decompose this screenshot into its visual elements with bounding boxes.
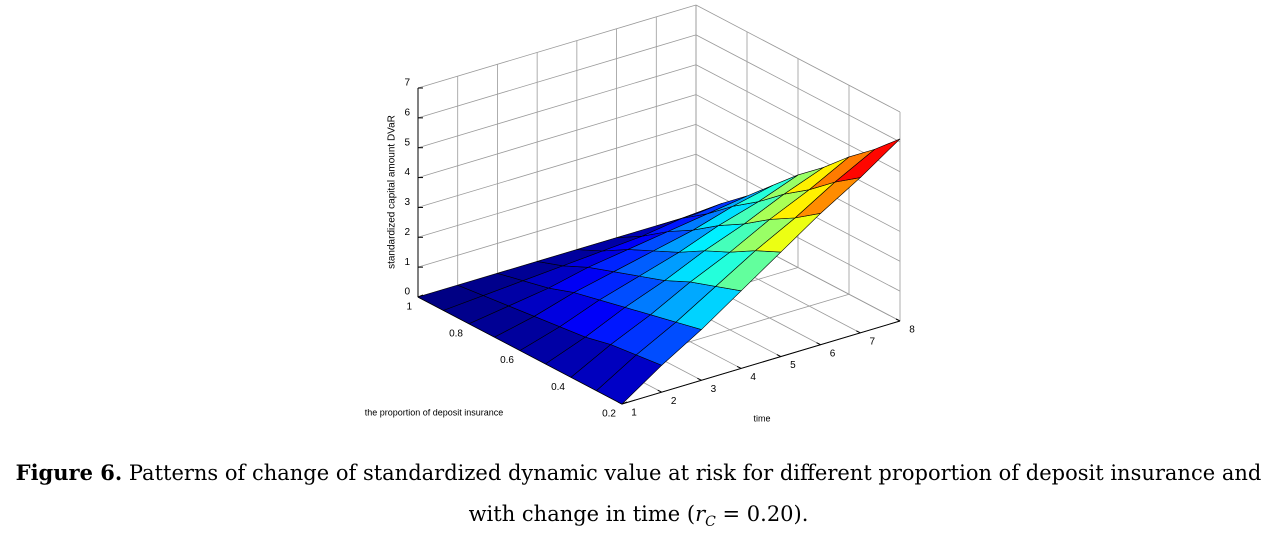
y-tick bbox=[621, 401, 628, 405]
x-tick-label: 5 bbox=[790, 360, 796, 371]
x-tick-label: 6 bbox=[830, 348, 836, 359]
y-tick-label: 0.6 bbox=[500, 355, 514, 366]
y-tick-label: 0.4 bbox=[551, 382, 565, 393]
side-grid-line bbox=[695, 34, 901, 143]
x-axis-label: time bbox=[753, 413, 770, 423]
z-tick-label: 0 bbox=[404, 287, 410, 298]
back-grid-line bbox=[417, 4, 697, 89]
surface-patch bbox=[656, 203, 722, 227]
y-tick-label: 0.2 bbox=[602, 409, 616, 420]
back-grid-line bbox=[417, 124, 697, 208]
y-axis-label: the proportion of deposit insurance bbox=[365, 407, 504, 417]
x-tick bbox=[856, 330, 861, 334]
x-tick-label: 8 bbox=[909, 325, 915, 336]
x-tick-label: 2 bbox=[671, 396, 677, 407]
z-tick-label: 6 bbox=[404, 107, 410, 118]
x-tick bbox=[697, 377, 702, 381]
x-tick-label: 7 bbox=[870, 336, 876, 347]
y-tick-label: 0.8 bbox=[449, 328, 463, 339]
x-tick-label: 3 bbox=[711, 384, 717, 395]
back-grid-line bbox=[417, 64, 697, 149]
caption-text: Patterns of change of standardized dynam… bbox=[128, 461, 1262, 526]
side-grid-line bbox=[695, 94, 901, 202]
back-grid-line bbox=[417, 34, 697, 119]
z-axis-label: standardized capital amount DVaR bbox=[387, 115, 398, 269]
z-tick-label: 1 bbox=[404, 257, 410, 268]
back-grid-line bbox=[417, 183, 697, 268]
back-grid-line bbox=[417, 94, 697, 178]
x-tick bbox=[895, 318, 901, 322]
back-grid-line bbox=[417, 153, 697, 238]
z-tick-label: 7 bbox=[404, 78, 410, 89]
x-axis bbox=[621, 320, 901, 405]
z-tick-label: 2 bbox=[404, 227, 410, 238]
side-grid-line bbox=[695, 4, 901, 113]
x-tick bbox=[776, 354, 782, 358]
caption-tail: = 0.20). bbox=[715, 502, 809, 526]
caption-symbol: r bbox=[695, 502, 706, 526]
z-tick-label: 5 bbox=[404, 137, 410, 148]
caption-subscript: C bbox=[705, 514, 716, 531]
z-tick-label: 4 bbox=[404, 167, 410, 178]
x-tick bbox=[816, 342, 821, 346]
z-tick-label: 3 bbox=[404, 197, 410, 208]
caption-label: Figure 6. bbox=[15, 460, 123, 485]
x-tick-label: 1 bbox=[631, 408, 637, 419]
x-tick-label: 4 bbox=[750, 372, 756, 383]
chart: standardized capital amount DVaR the pro… bbox=[365, 4, 915, 423]
y-tick-label: 1 bbox=[406, 302, 412, 313]
figure-caption: Figure 6. Patterns of change of standard… bbox=[0, 452, 1277, 543]
x-tick bbox=[657, 389, 662, 393]
x-tick bbox=[736, 365, 742, 369]
